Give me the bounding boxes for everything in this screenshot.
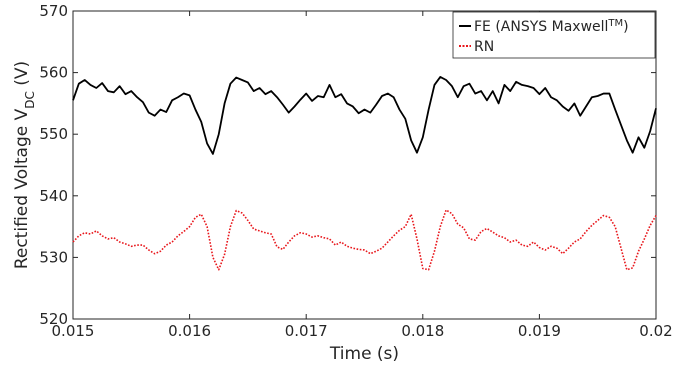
x-tick-label: 0.02 [639,322,672,340]
y-axis: 520 530 540 550 560 570 [39,2,656,328]
y-axis-label-unit: (V) [12,61,32,91]
y-tick-label: 560 [39,64,68,82]
y-axis-label-subscript: DC [23,91,37,109]
x-tick-label: 0.017 [285,322,328,340]
legend-label-fe-end: ) [623,19,628,35]
y-axis-label: Rectified Voltage VDC (V) [12,61,37,269]
plot-area [72,10,657,320]
x-tick-label: 0.016 [168,322,211,340]
series-layer [72,76,657,271]
y-axis-label-main: Rectified Voltage V [12,108,32,269]
legend-label-fe-main: FE (ANSYS Maxwell [474,19,608,35]
plot-frame [72,10,657,320]
y-tick-label: 570 [39,2,68,20]
y-tick-label: 550 [39,125,68,143]
legend-label-rn: RN [474,39,494,55]
x-tick-label: 0.019 [518,322,561,340]
legend-label-fe-sup: TM [607,18,623,29]
y-tick-label: 520 [39,310,68,328]
x-tick-label: 0.018 [401,322,444,340]
x-axis-label: Time (s) [329,344,399,364]
legend-label-fe: FE (ANSYS MaxwellTM) [474,18,629,36]
legend: FE (ANSYS MaxwellTM) RN [452,11,656,59]
legend-box [452,11,656,59]
series-line-fe [72,76,657,155]
y-tick-label: 540 [39,187,68,205]
y-tick-label: 530 [39,248,68,266]
x-tick-label: 0.015 [52,322,95,340]
series-line-rn [72,209,657,271]
